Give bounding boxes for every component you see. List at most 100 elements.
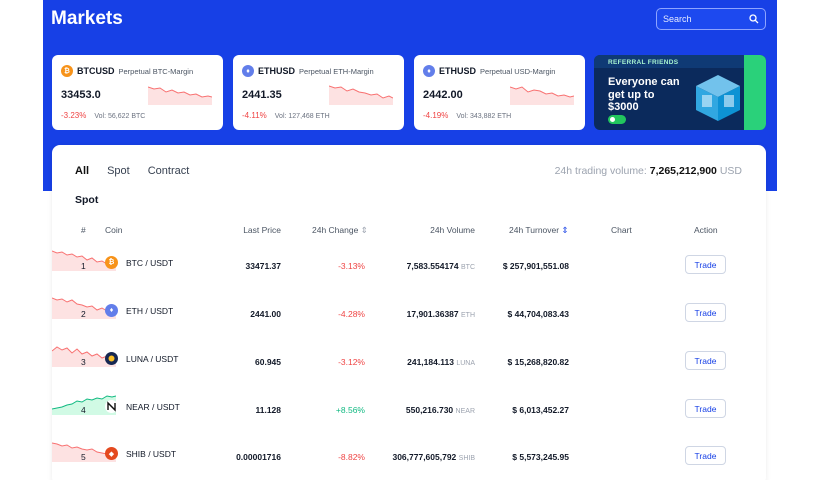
row-pair: SHIB / USDT [126, 448, 177, 459]
near-icon [105, 400, 118, 413]
search-icon[interactable] [748, 12, 759, 26]
row-turnover: $ 44,704,083.43 [507, 309, 569, 319]
trade-button[interactable]: Trade [685, 399, 726, 418]
row-pair: NEAR / USDT [126, 401, 180, 412]
table-row[interactable]: 1 ₿ BTC / USDT 33471.37 -3.13% 7,583.554… [51, 245, 766, 285]
banner-accent [744, 55, 766, 130]
row-volume-unit: ETH [461, 312, 475, 319]
table-row[interactable]: 4 NEAR / USDT 11.128 +8.56% 550,216.730 … [51, 389, 766, 429]
row-volume-unit: NEAR [455, 408, 475, 415]
row-volume-unit: LUNA [456, 360, 475, 367]
trade-button[interactable]: Trade [685, 255, 726, 274]
row-coin: ♦ ETH / USDT [105, 304, 173, 317]
row-price: 60.945 [255, 357, 281, 367]
trade-button[interactable]: Trade [685, 351, 726, 370]
ticker-subtitle: Perpetual BTC-Margin [118, 66, 194, 76]
ticker-sparkline [510, 86, 574, 105]
row-change: -4.28% [338, 309, 365, 319]
tab-spot[interactable]: Spot [107, 165, 130, 177]
row-volume-value: 306,777,605,792 [392, 452, 457, 462]
col-24h-change-label: 24h Change [312, 225, 359, 235]
row-pair: BTC / USDT [126, 257, 174, 268]
row-turnover: $ 15,268,820.82 [507, 357, 569, 367]
row-pair: ETH / USDT [126, 305, 174, 316]
row-volume: 306,777,605,792 SHIB [392, 452, 475, 462]
row-volume-value: 7,583.554174 [406, 261, 459, 271]
search-input[interactable] [663, 14, 748, 24]
ticker-volume: Vol: 127,468 ETH [274, 113, 330, 120]
page-title: Markets [51, 8, 123, 29]
table-row[interactable]: 3 LUNA / USDT 60.945 -3.12% 241,184.113 … [51, 341, 766, 381]
col-last-price[interactable]: Last Price [243, 225, 281, 235]
trade-button[interactable]: Trade [685, 303, 726, 322]
tab-all[interactable]: All [75, 165, 90, 177]
row-volume: 550,216.730 NEAR [406, 405, 475, 415]
ticker-card-ethusd[interactable]: ♦ ETHUSD Perpetual ETH-Margin 2441.35 -4… [233, 55, 404, 130]
referral-banner[interactable]: REFERRAL FRIENDS Everyone can get up to … [594, 55, 766, 130]
sort-icon[interactable]: ⇕ [360, 225, 368, 235]
ticker-price: 2442.00 [423, 89, 463, 101]
row-volume: 17,901.36387 ETH [407, 309, 475, 319]
banner-toggle-icon [608, 115, 626, 124]
col-chart: Chart [611, 225, 632, 235]
row-turnover: $ 257,901,551.08 [502, 261, 569, 271]
col-coin: Coin [105, 225, 123, 235]
row-number: 2 [81, 309, 86, 319]
row-coin: ₿ BTC / USDT [105, 256, 173, 269]
table-header: # Coin Last Price 24h Change ⇕ 24h Volum… [52, 225, 766, 237]
eth-icon: ♦ [242, 65, 254, 77]
eth-icon: ♦ [105, 304, 118, 317]
search-box[interactable] [656, 8, 766, 30]
table-row[interactable]: 2 ♦ ETH / USDT 2441.00 -4.28% 17,901.363… [51, 293, 766, 333]
ticker-card-ethusd-usd[interactable]: ♦ ETHUSD Perpetual USD-Margin 2442.00 -4… [414, 55, 585, 130]
ticker-subtitle: Perpetual ETH-Margin [299, 66, 374, 76]
sort-active-icon[interactable]: ⇕ [561, 225, 569, 235]
col-24h-turnover[interactable]: 24h Turnover ⇕ [509, 225, 569, 236]
btc-icon: ₿ [61, 65, 73, 77]
col-num: # [81, 225, 86, 235]
row-number: 4 [81, 405, 86, 415]
row-sparkline [51, 395, 117, 415]
ticker-symbol: BTCUSD [77, 66, 115, 76]
eth-icon: ♦ [423, 65, 435, 77]
col-24h-volume[interactable]: 24h Volume [430, 225, 475, 235]
section-title: Spot [75, 194, 99, 206]
ticker-symbol: ETHUSD [258, 66, 296, 76]
table-row[interactable]: 5 ◆ SHIB / USDT 0.00001716 -8.82% 306,77… [51, 436, 766, 476]
markets-panel: All Spot Contract 24h trading volume: 7,… [51, 145, 766, 480]
row-price: 0.00001716 [236, 452, 281, 462]
gift-cube-icon [696, 75, 740, 121]
ticker-card-btcusd[interactable]: ₿ BTCUSD Perpetual BTC-Margin 33453.0 -3… [52, 55, 223, 130]
row-volume-unit: BTC [461, 264, 475, 271]
row-change: -3.12% [338, 357, 365, 367]
trading-volume-summary: 24h trading volume: 7,265,212,900 USD [555, 165, 742, 177]
ticker-volume: Vol: 343,882 ETH [456, 113, 512, 120]
tab-contract[interactable]: Contract [147, 165, 190, 177]
ticker-price: 2441.35 [242, 89, 282, 101]
col-24h-turnover-label: 24h Turnover [509, 225, 560, 235]
col-24h-change[interactable]: 24h Change ⇕ [312, 225, 368, 236]
ticker-change: -4.19% [423, 111, 449, 120]
row-turnover: $ 5,573,245.95 [512, 452, 569, 462]
ticker-sparkline [148, 86, 212, 105]
row-volume-value: 241,184.113 [407, 357, 454, 367]
row-coin: ◆ SHIB / USDT [105, 447, 176, 460]
row-volume-value: 550,216.730 [405, 405, 454, 415]
row-coin: LUNA / USDT [105, 352, 178, 365]
row-change: -3.13% [338, 261, 365, 271]
trade-button[interactable]: Trade [685, 446, 726, 465]
col-action: Action [694, 225, 718, 235]
row-volume-value: 17,901.36387 [406, 309, 459, 319]
row-price: 11.128 [255, 405, 281, 415]
row-volume-unit: SHIB [458, 455, 475, 462]
row-change: -8.82% [338, 452, 365, 462]
row-price: 2441.00 [250, 309, 281, 319]
btc-icon: ₿ [105, 256, 118, 269]
row-coin: NEAR / USDT [105, 400, 180, 413]
banner-text: Everyone can get up to $3000 [608, 76, 680, 113]
luna-icon [105, 352, 118, 365]
ticker-sparkline [329, 85, 393, 105]
row-pair: LUNA / USDT [126, 353, 179, 364]
ticker-symbol: ETHUSD [439, 66, 477, 76]
